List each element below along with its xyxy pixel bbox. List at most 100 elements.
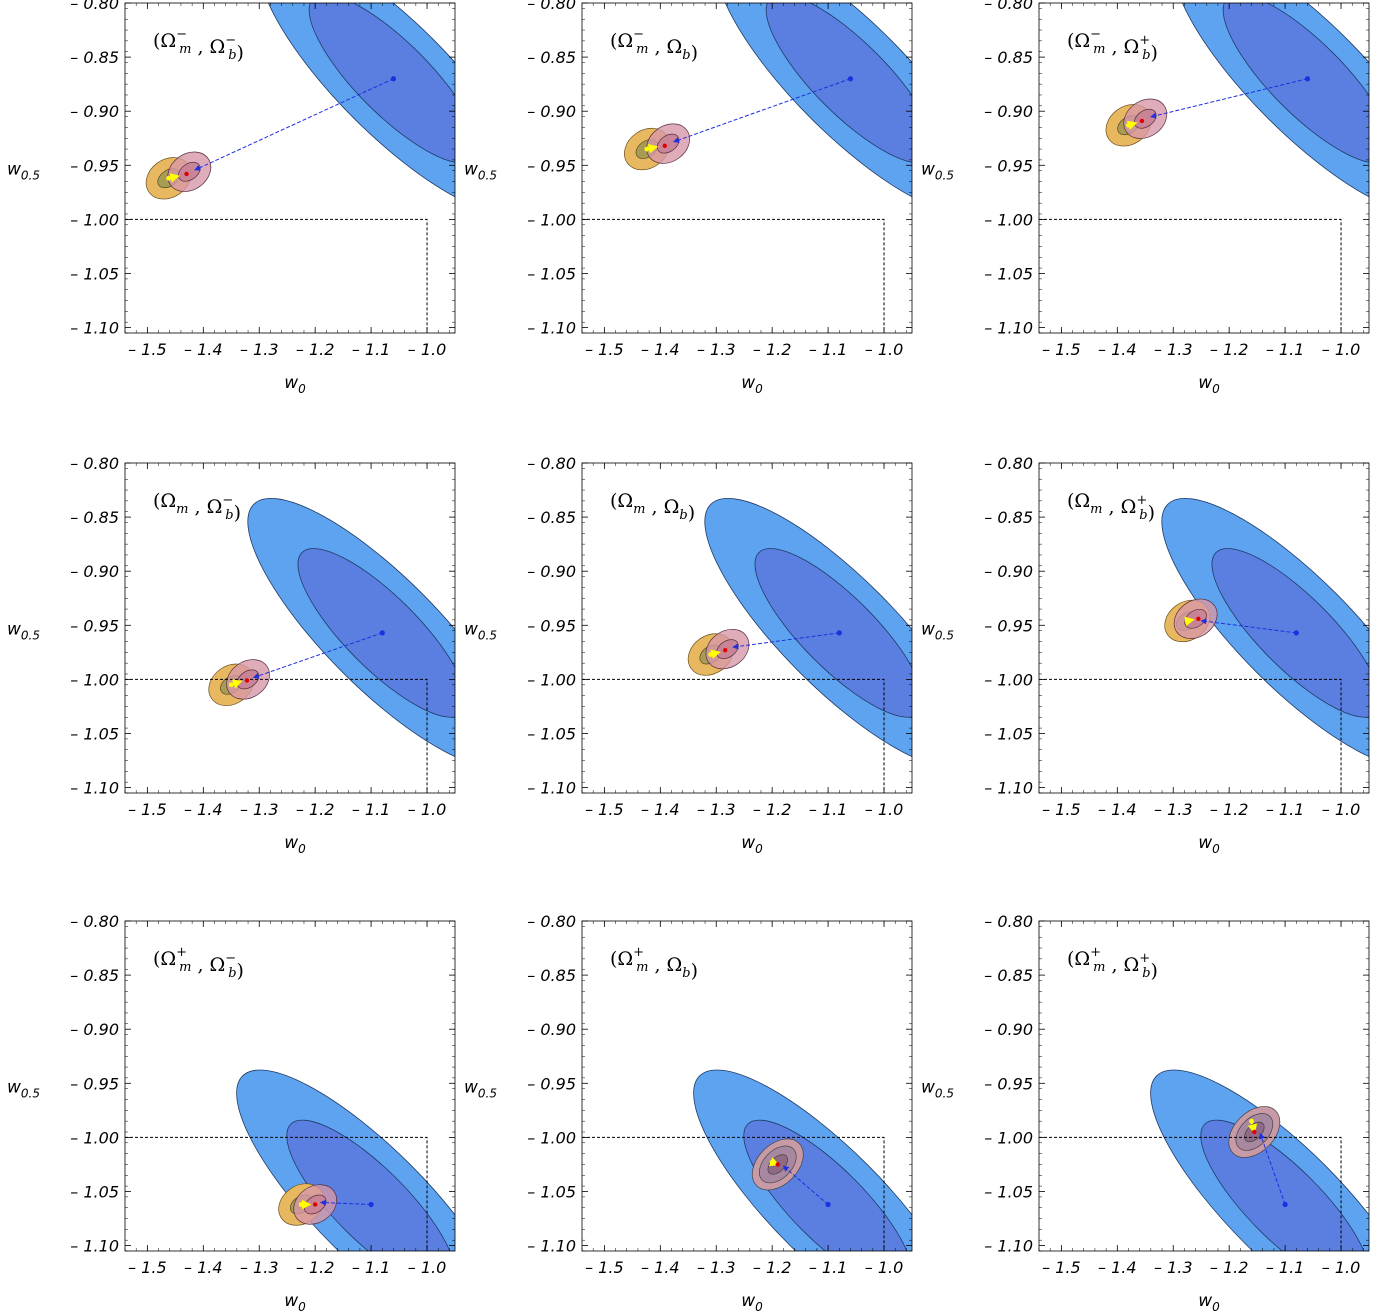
x-tick-label: – 1.3 [697,340,736,359]
y-axis-label: w0.5 [7,620,40,643]
y-tick-label: – 0.80 [527,0,576,13]
y-tick-label: – 1.00 [70,210,119,229]
y-tick-label: – 1.00 [527,210,576,229]
chart-panel-2: – 1.5 – 1.4 – 1.3 – 1.2 – 1.1 – 1.0 – 0.80 – 0.… [464,0,913,396]
y-tick-label: – 1.10 [70,319,119,338]
reference-dashed-box [1039,678,1342,793]
x-tick-label: – 1.0 [1322,1258,1361,1277]
x-tick-label: – 1.2 [753,1258,792,1277]
x-tick-label: – 1.0 [1322,800,1361,819]
yellow-point [166,175,172,181]
yellow-point [769,1159,775,1165]
y-tick-label: – 1.00 [70,670,119,689]
y-tick-label: – 1.00 [527,1128,576,1147]
blue-shift-arrow [252,632,383,679]
blue-best-fit-point [1282,1201,1288,1208]
x-tick-label: – 1.0 [408,800,447,819]
red-point [244,678,250,683]
x-tick-label: – 1.5 [1042,1258,1081,1277]
panel-title: (Ωm , Ωb) [610,490,695,524]
blue-shift-arrow [194,78,394,171]
blue-best-fit-point [825,1201,831,1208]
y-tick-label: – 1.05 [984,724,1033,743]
x-tick-label: – 1.5 [128,340,167,359]
x-axis-label: w0 [284,833,306,856]
yellow-point [644,146,650,152]
x-axis-label: w0 [741,833,763,856]
x-tick-label: – 1.2 [753,800,792,819]
y-tick-label: – 0.95 [70,156,119,175]
x-tick-label: – 1.3 [1154,340,1193,359]
x-tick-label: – 1.1 [352,800,391,819]
y-tick-label: – 1.10 [70,779,119,798]
reference-dashed-box [582,218,885,333]
plot-frame [1038,920,1370,1252]
y-tick-label: – 1.00 [527,670,576,689]
x-tick-label: – 1.1 [352,1258,391,1277]
x-tick-label: – 1.2 [296,800,335,819]
yellow-point [1126,122,1131,128]
y-tick-label: – 0.80 [984,912,1033,931]
y-tick-label: – 0.95 [527,156,576,175]
x-axis-label: w0 [1198,373,1220,396]
y-axis-label: w0.5 [464,160,497,183]
blue-shift-arrow [782,1165,829,1205]
x-tick-label: – 1.0 [408,1258,447,1277]
plot-frame [581,2,913,334]
red-point [1252,1129,1257,1135]
y-axis-label: w0.5 [7,160,40,183]
y-tick-label: – 0.85 [527,48,576,67]
panel-title: (Ω− m , Ω− b) [153,27,244,64]
y-tick-label: – 0.85 [984,48,1033,67]
x-tick-label: – 1.1 [352,340,391,359]
chart-panel-6: – 1.5 – 1.4 – 1.3 – 1.2 – 1.1 – 1.0 – 0.80 – 0.… [921,454,1370,856]
blue-best-fit-point [368,1201,374,1208]
y-tick-label: – 1.05 [527,1182,576,1201]
y-tick-label: – 0.95 [527,616,576,635]
x-tick-label: – 1.1 [809,800,848,819]
x-tick-label: – 1.3 [240,800,279,819]
y-tick-label: – 0.85 [527,966,576,985]
y-tick-label: – 1.00 [984,1128,1033,1147]
x-tick-label: – 1.3 [697,1258,736,1277]
y-tick-label: – 1.00 [70,1128,119,1147]
x-tick-label: – 1.4 [184,1258,223,1277]
red-point [312,1202,318,1207]
blue-best-fit-point [1293,630,1299,636]
x-tick-label: – 1.2 [296,340,335,359]
y-tick-label: – 0.85 [527,508,576,527]
y-axis-label: w0.5 [464,1078,497,1101]
blue-best-fit-point [390,76,397,82]
x-tick-label: – 1.4 [641,800,680,819]
red-point [1139,118,1145,124]
y-tick-label: – 1.00 [984,210,1033,229]
x-tick-label: – 1.0 [408,340,447,359]
x-tick-label: – 1.1 [1266,340,1305,359]
panel-title: (Ω− m , Ω+ b) [1067,27,1158,64]
reference-dashed-box [582,1136,885,1251]
x-tick-label: – 1.2 [1210,340,1249,359]
x-tick-label: – 1.2 [1210,1258,1249,1277]
y-tick-label: – 0.95 [984,616,1033,635]
y-tick-label: – 0.85 [984,508,1033,527]
y-tick-label: – 0.95 [984,1074,1033,1093]
y-tick-label: – 0.95 [527,1074,576,1093]
plot-frame [124,462,456,794]
x-tick-label: – 1.1 [1266,800,1305,819]
x-tick-label: – 1.3 [240,1258,279,1277]
panel-title: (Ω− m , Ωb) [610,27,698,64]
reference-dashed-box [125,218,428,333]
x-tick-label: – 1.3 [1154,800,1193,819]
red-point [662,143,667,149]
y-tick-label: – 0.90 [70,562,119,581]
y-tick-label: – 1.00 [984,670,1033,689]
red-point [1196,616,1201,622]
blue-shift-arrow [1200,618,1297,634]
x-tick-label: – 1.4 [641,1258,680,1277]
chart-panel-5: – 1.5 – 1.4 – 1.3 – 1.2 – 1.1 – 1.0 – 0.80 – 0.… [464,454,913,856]
yellow-point [1184,618,1190,624]
yellow-point [228,682,234,688]
x-axis-label: w0 [284,373,306,396]
y-tick-label: – 0.85 [984,966,1033,985]
reference-dashed-box [1039,218,1342,333]
